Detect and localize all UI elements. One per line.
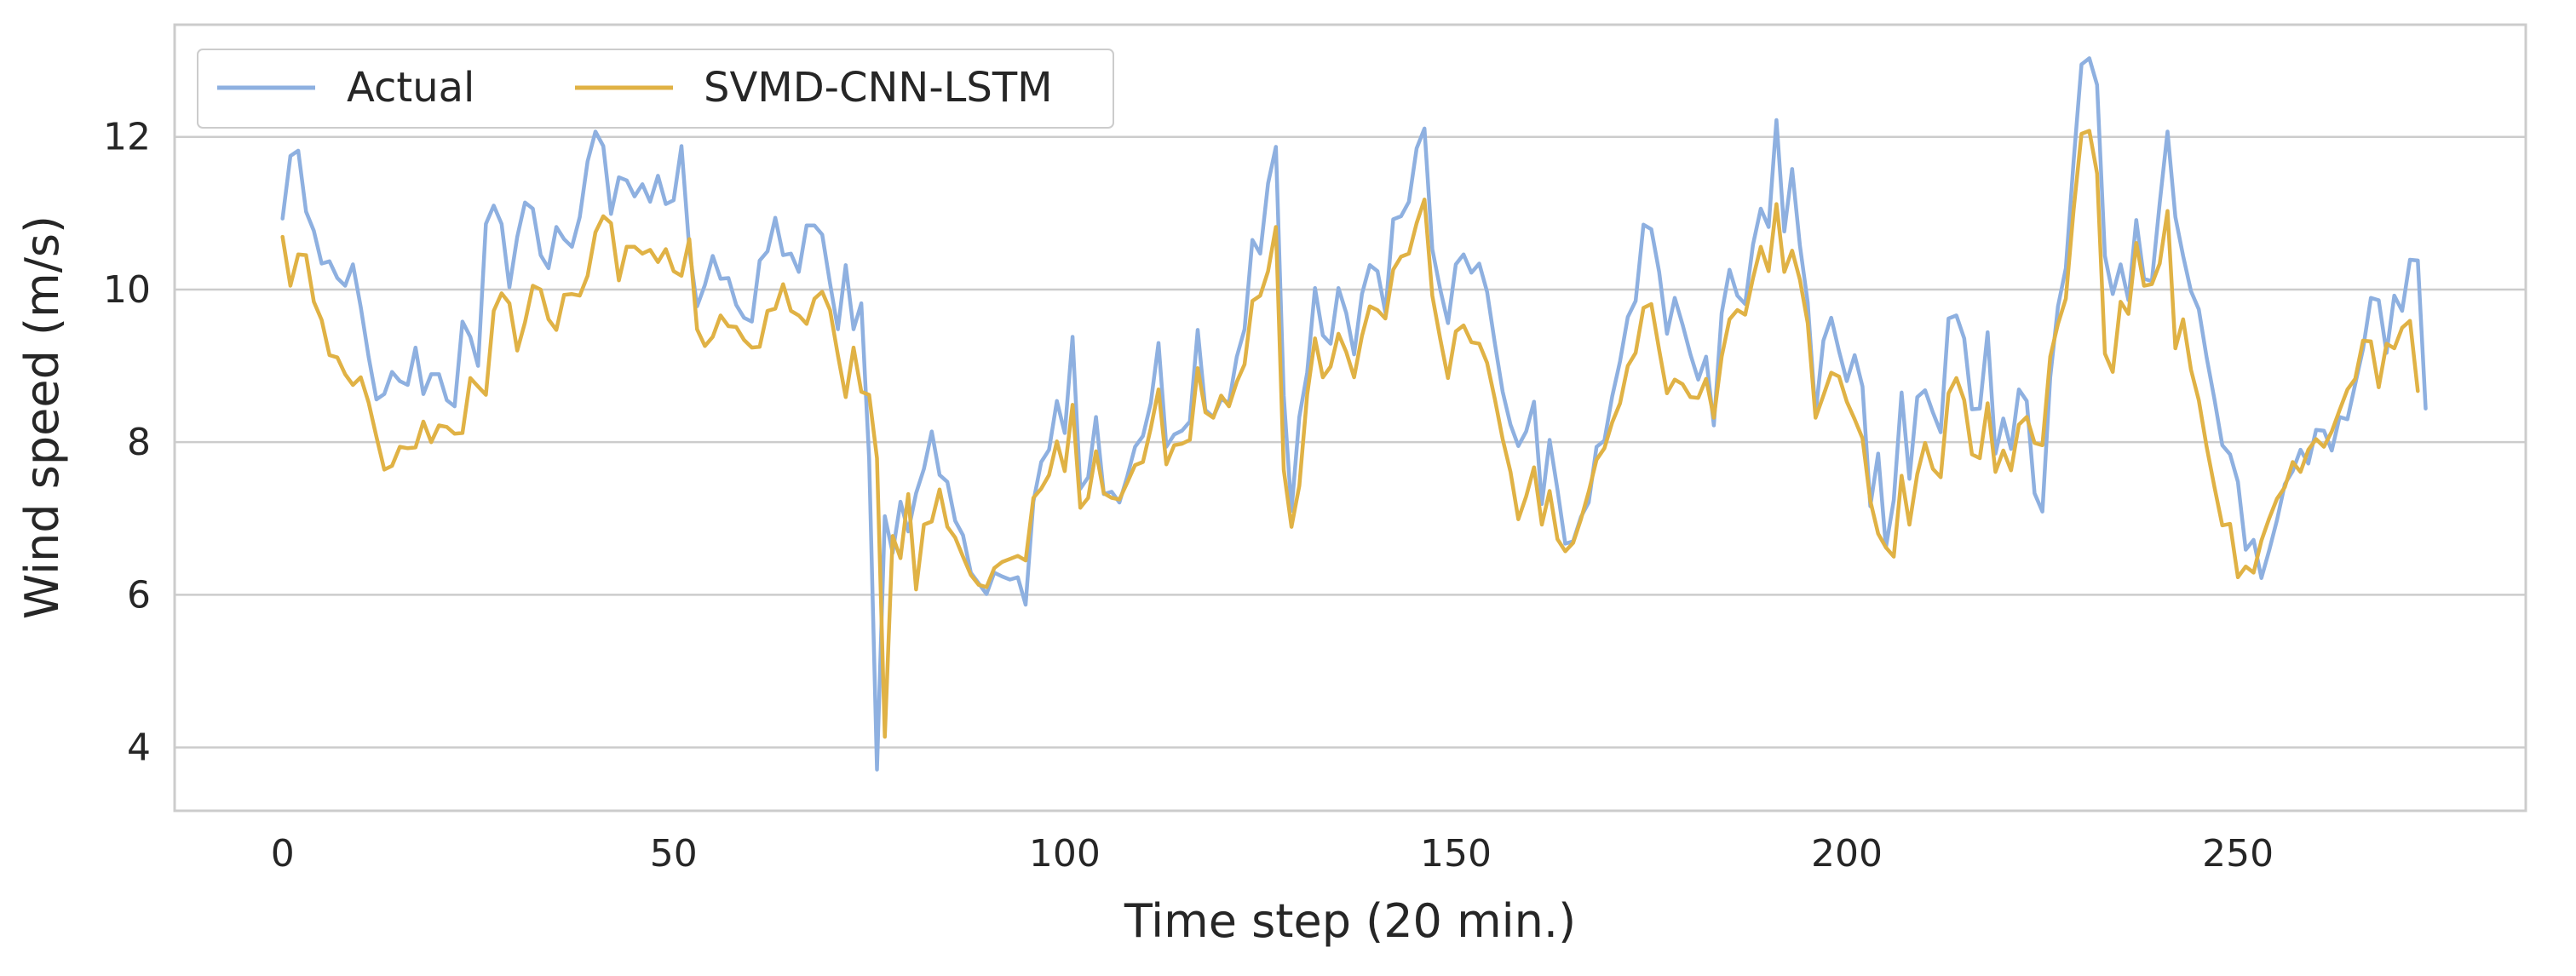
- y-tick-label-12: 12: [103, 116, 151, 159]
- x-tick-label-50: 50: [650, 832, 698, 876]
- y-tick-label-10: 10: [103, 268, 151, 312]
- x-tick-label-150: 150: [1420, 832, 1492, 876]
- plot-frame: [173, 23, 2527, 812]
- gridlines: [175, 135, 2526, 749]
- series-lines: [280, 56, 2428, 772]
- legend: Actual SVMD-CNN-LSTM: [197, 49, 1114, 129]
- x-tick-label-200: 200: [1811, 832, 1883, 876]
- y-tick-label-8: 8: [127, 421, 151, 464]
- y-tick-label-6: 6: [127, 573, 151, 617]
- x-tick-label-0: 0: [271, 832, 295, 876]
- x-axis-ticks: 0 50 100 150 200 250: [271, 832, 2274, 876]
- legend-label-actual: Actual: [347, 64, 474, 112]
- series-line-svmd-cnn-lstm: [280, 129, 2420, 739]
- y-axis-title: Wind speed (m/s): [15, 215, 69, 619]
- y-axis-ticks: 4 6 8 10 12: [103, 116, 151, 770]
- series-line-actual: [280, 56, 2428, 772]
- x-tick-label-250: 250: [2202, 832, 2274, 876]
- legend-label-svmd-cnn-lstm: SVMD-CNN-LSTM: [704, 64, 1053, 112]
- x-tick-label-100: 100: [1029, 832, 1101, 876]
- y-tick-label-4: 4: [127, 726, 151, 770]
- x-axis-title: Time step (20 min.): [1124, 894, 1576, 948]
